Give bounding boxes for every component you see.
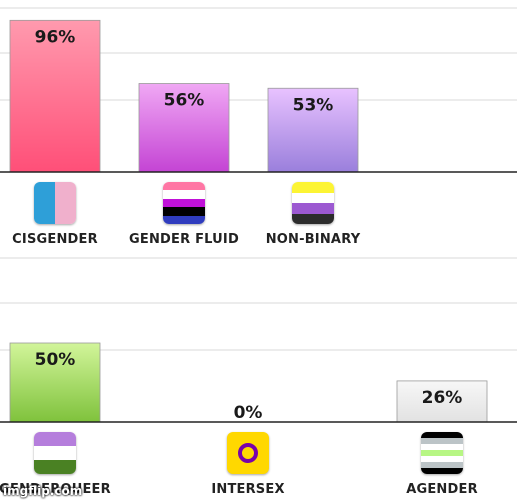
chart-bottom: 50% 0% 26% GENDERQUEER INTERSEX AGENDER — [0, 250, 517, 500]
data-label: 96% — [35, 27, 76, 47]
category-label: AGENDER — [406, 482, 478, 497]
chart-svg: 96% 56% 53% — [0, 7, 517, 173]
nonbinary-flag-icon — [292, 182, 334, 224]
data-label: 50% — [35, 350, 76, 370]
data-label: 0% — [234, 403, 263, 423]
cisgender-flag-icon — [34, 182, 76, 224]
data-label: 26% — [422, 388, 463, 408]
chart-top: 96% 56% 53% CISGENDER GENDER FLUID NON-BINARY — [0, 7, 517, 247]
genderqueer-flag-icon — [34, 432, 76, 474]
data-label: 56% — [164, 91, 205, 111]
category-label: GENDERQUEER — [0, 482, 111, 497]
genderfluid-flag-icon — [163, 182, 205, 224]
chart-svg: 50% 0% 26% — [0, 257, 517, 423]
watermark: imgflip.com — [3, 484, 83, 498]
category-label: NON-BINARY — [265, 232, 361, 247]
intersex-flag-icon — [227, 432, 269, 474]
category-label: CISGENDER — [12, 232, 98, 247]
agender-flag-icon — [421, 432, 463, 474]
category-label: INTERSEX — [211, 482, 285, 497]
data-label: 53% — [293, 95, 334, 115]
bar-genderqueer — [9, 342, 101, 423]
bar-non-binary — [267, 87, 359, 173]
category-label: GENDER FLUID — [129, 232, 239, 247]
bar-agender — [396, 380, 488, 423]
bar-gender-fluid — [138, 83, 230, 173]
bar-cisgender — [9, 19, 101, 173]
